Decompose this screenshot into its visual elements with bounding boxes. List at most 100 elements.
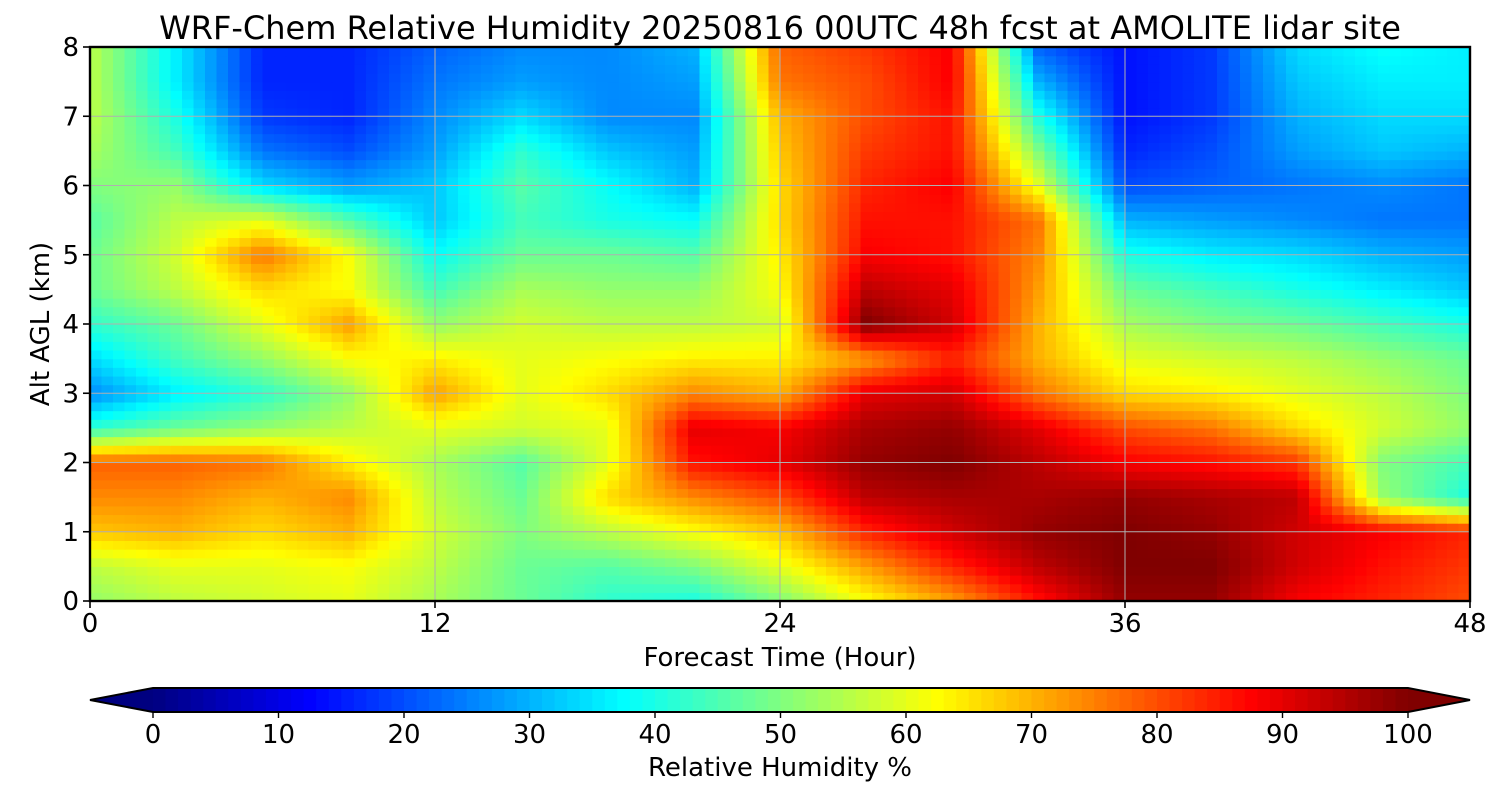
heatmap-cell [159, 410, 172, 420]
heatmap-cell [469, 410, 482, 420]
heatmap-cell [895, 531, 908, 542]
heatmap-cell [918, 306, 931, 316]
heatmap-cell [147, 523, 160, 533]
heatmap-cell [596, 419, 609, 429]
heatmap-cell [895, 358, 908, 368]
heatmap-cell [492, 254, 505, 265]
heatmap-cell [964, 479, 977, 490]
heatmap-cell [757, 315, 770, 325]
heatmap-cell [1297, 272, 1310, 282]
heatmap-cell [665, 557, 678, 567]
heatmap-cell [216, 462, 229, 472]
heatmap-cell [285, 445, 298, 455]
heatmap-cell [1217, 393, 1230, 403]
heatmap-cell [918, 237, 931, 247]
heatmap-cell [1355, 384, 1368, 394]
heatmap-cell [1320, 436, 1333, 446]
heatmap-cell [446, 583, 459, 593]
heatmap-cell [1401, 410, 1414, 420]
heatmap-cell [1424, 298, 1437, 308]
heatmap-cell [113, 315, 126, 325]
heatmap-cell [1033, 523, 1046, 533]
heatmap-cell [354, 384, 367, 394]
heatmap-cell [297, 549, 310, 559]
heatmap-cell [803, 592, 816, 601]
heatmap-cell [1056, 479, 1069, 490]
heatmap-cell [1240, 349, 1253, 360]
heatmap-cell [1297, 341, 1310, 351]
heatmap-cell [1217, 315, 1230, 325]
heatmap-cell [1332, 332, 1345, 342]
heatmap-cell [791, 332, 804, 342]
heatmap-cell [274, 566, 287, 576]
heatmap-cell [1102, 401, 1115, 412]
heatmap-cell [791, 471, 804, 481]
heatmap-cell [1044, 384, 1057, 394]
heatmap-cell [975, 341, 988, 351]
heatmap-cell [929, 557, 942, 567]
heatmap-cell [113, 332, 126, 342]
heatmap-cell [1102, 410, 1115, 420]
heatmap-cell [929, 289, 942, 299]
heatmap-cell [239, 557, 252, 567]
heatmap-cell [504, 436, 517, 446]
heatmap-cell [1159, 306, 1172, 316]
heatmap-cell [205, 557, 218, 567]
heatmap-cell [849, 479, 862, 490]
heatmap-cell [136, 298, 149, 308]
heatmap-cell [964, 324, 977, 334]
heatmap-cell [400, 505, 413, 516]
heatmap-cell [504, 566, 517, 576]
heatmap-cell [124, 566, 137, 576]
heatmap-cell [1309, 263, 1322, 273]
heatmap-cell [665, 445, 678, 455]
heatmap-cell [354, 349, 367, 360]
heatmap-cell [159, 583, 172, 593]
heatmap-cell [596, 298, 609, 308]
heatmap-cell [1274, 479, 1287, 490]
heatmap-cell [665, 315, 678, 325]
heatmap-cell [1274, 384, 1287, 394]
heatmap-cell [1240, 315, 1253, 325]
heatmap-cell [573, 436, 586, 446]
heatmap-cell [515, 349, 528, 360]
heatmap-cell [699, 315, 712, 325]
heatmap-cell [1067, 384, 1080, 394]
heatmap-cell [538, 557, 551, 567]
heatmap-cell [1320, 375, 1333, 386]
heatmap-cell [481, 298, 494, 308]
heatmap-cell [952, 315, 965, 325]
heatmap-cell [550, 462, 563, 472]
heatmap-cell [849, 471, 862, 481]
heatmap-cell [1366, 410, 1379, 420]
heatmap-cell [136, 315, 149, 325]
heatmap-cell [90, 401, 103, 412]
heatmap-cell [573, 523, 586, 533]
heatmap-cell [1366, 479, 1379, 490]
heatmap-cell [297, 419, 310, 429]
heatmap-cell [527, 315, 540, 325]
heatmap-cell [630, 315, 643, 325]
heatmap-cell [722, 358, 735, 368]
heatmap-cell [159, 479, 172, 490]
heatmap-cell [1021, 462, 1034, 472]
heatmap-cell [216, 298, 229, 308]
heatmap-cell [1435, 479, 1448, 490]
heatmap-cell [1090, 358, 1103, 368]
heatmap-cell [768, 471, 781, 481]
heatmap-cell [412, 462, 425, 472]
heatmap-cell [228, 280, 241, 290]
heatmap-cell [1205, 583, 1218, 593]
heatmap-cell [182, 272, 195, 282]
heatmap-cell [1102, 497, 1115, 507]
heatmap-cell [446, 358, 459, 368]
heatmap-cell [170, 349, 183, 360]
heatmap-cell [814, 289, 827, 299]
heatmap-cell [504, 384, 517, 394]
heatmap-cell [584, 523, 597, 533]
heatmap-cell [1010, 549, 1023, 559]
heatmap-cell [642, 324, 655, 334]
heatmap-cell [803, 375, 816, 386]
heatmap-cell [182, 341, 195, 351]
heatmap-cell [481, 479, 494, 490]
